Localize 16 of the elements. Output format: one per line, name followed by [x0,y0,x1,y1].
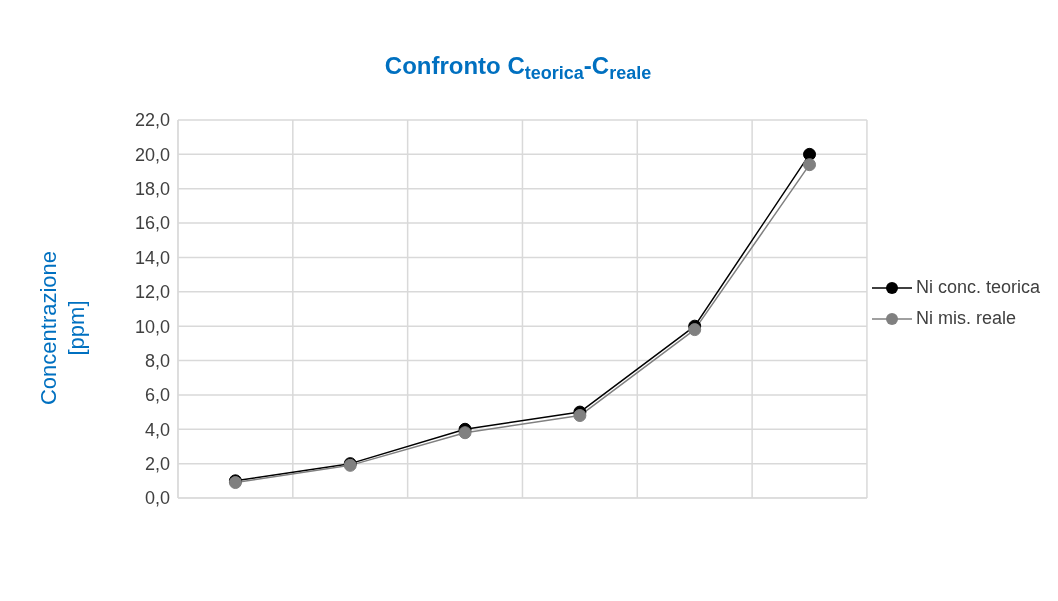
y-tick-label: 6,0 [144,385,170,406]
y-tick-label: 8,0 [144,350,170,371]
y-tick-label: 16,0 [134,213,170,234]
y-tick-label: 0,0 [144,488,170,509]
chart-title: Confronto C$_{teorica}$-C$_{reale}$ [384,52,652,84]
y-tick-label: 18,0 [134,179,170,200]
legend-label: Ni conc. teorica [915,277,1040,298]
y-tick-label: 14,0 [134,247,170,268]
y-axis-title: Concentrazione [ppm] [36,250,89,406]
y-tick-label: 2,0 [144,454,170,475]
y-tick-label: 20,0 [134,144,170,165]
y-tick-label: 22,0 [134,110,170,131]
legend-label: Ni mis. reale [915,308,1016,329]
y-tick-label: 10,0 [134,316,170,337]
y-tick-label: 12,0 [134,282,170,303]
y-tick-label: 4,0 [144,419,170,440]
